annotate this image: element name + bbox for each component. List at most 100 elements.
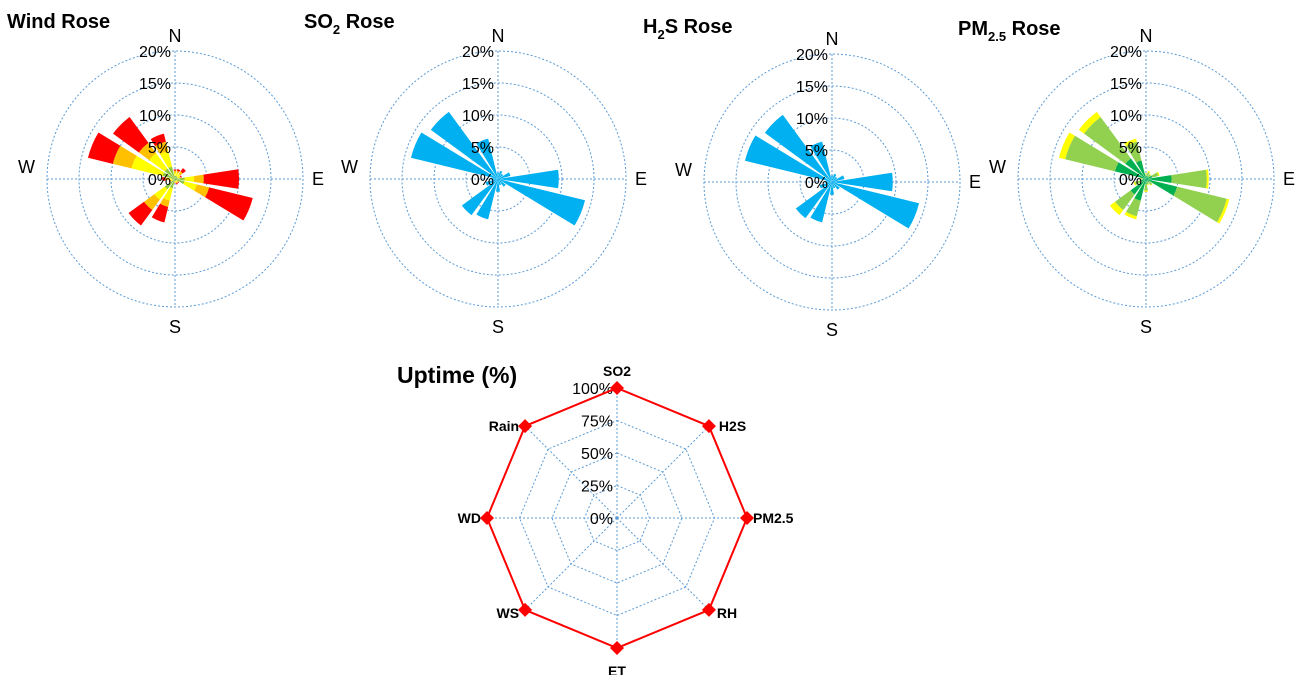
wedge-NW-bin2 (1078, 111, 1101, 134)
wedge-SSW-bin2 (160, 198, 170, 207)
wedge-N-bin0 (174, 175, 176, 179)
wedge-ESE-bin0 (175, 179, 185, 184)
radial-tick-label: 10% (1110, 108, 1142, 125)
radial-tick-label: 15% (139, 76, 171, 93)
wedge-WNW-bin2 (112, 145, 137, 169)
wedge-WNW-bin0 (744, 135, 832, 182)
wedge-SW-bin0 (1130, 179, 1146, 195)
radial-tick-label: 5% (805, 143, 828, 160)
radar-category-label: WD (458, 510, 481, 526)
rose-title-main: Wind Rose (7, 11, 110, 33)
radar-category-label: RH (717, 605, 737, 621)
radial-tick-label: 20% (462, 44, 494, 61)
wedge-ENE-bin0 (1146, 175, 1153, 179)
compass-w-label: W (989, 157, 1006, 177)
wedge-E-bin0 (498, 169, 559, 189)
wedge-NNW-bin2 (155, 141, 169, 155)
wedge-SW-bin0 (164, 179, 175, 190)
wedge-NW-bin2 (138, 142, 157, 161)
compass-s-label: S (1140, 317, 1152, 337)
wedge-ESE-bin2 (194, 184, 210, 198)
wedge-SSW-bin3 (151, 203, 169, 223)
wedge-N-bin1 (1145, 173, 1147, 177)
wedge-SSW-bin0 (170, 179, 175, 189)
wedge-N-bin0 (497, 172, 499, 179)
radar-tick-label: 100% (572, 381, 613, 398)
wedge-SE-bin0 (175, 179, 177, 181)
wedge-ENE-bin1 (1151, 172, 1159, 178)
radial-tick-label: 5% (471, 140, 494, 157)
wedge-SSE-bin1 (175, 180, 177, 183)
wedge-N-bin0 (831, 175, 833, 182)
wedge-SW-bin1 (154, 186, 168, 200)
wedge-NNE-bin0 (1146, 175, 1148, 179)
wedge-WNW-bin0 (1114, 162, 1146, 179)
wedge-S-bin1 (174, 180, 176, 183)
compass-e-label: E (635, 169, 647, 189)
radial-tick-label: 20% (796, 47, 828, 64)
wedge-WNW-bin1 (1065, 135, 1119, 172)
radar-category-label: WS (497, 605, 520, 621)
rose-title-main: H (643, 16, 657, 38)
wedge-WNW-bin0 (410, 132, 498, 179)
wedge-SSW-bin1 (1126, 198, 1141, 217)
wedge-W-bin1 (168, 178, 172, 180)
radial-tick-label: 10% (462, 108, 494, 125)
radial-tick-label: 0% (805, 175, 828, 192)
wedge-SW-bin2 (1109, 201, 1124, 216)
wedge-NNE-bin0 (498, 170, 503, 179)
wedge-ESE-bin0 (1146, 179, 1178, 196)
radar-marker-SO2 (610, 381, 624, 395)
wedge-NE-bin1 (176, 173, 181, 178)
wedge-E-bin0 (1146, 175, 1172, 183)
rose-chart-0: 0% 5% 10% 15% 20%N S E W Wind Rose (7, 11, 324, 337)
wedge-WSW-bin0 (485, 179, 498, 186)
radar-marker-Rain (518, 419, 533, 434)
wedge-SE-bin2 (1150, 183, 1153, 186)
radar-grid-ring (518, 419, 716, 617)
wedge-SSW-bin0 (476, 179, 498, 220)
wedge-NNW-bin1 (160, 151, 172, 169)
wedge-ENE-bin0 (832, 175, 845, 182)
wedge-WNW-bin3 (87, 132, 121, 164)
wedge-NW-bin0 (764, 114, 832, 182)
wedge-ENE-bin1 (177, 176, 180, 179)
wedge-NNE-bin1 (1146, 172, 1150, 177)
wedge-NNE-bin1 (175, 172, 179, 177)
wedge-S-bin1 (1144, 184, 1148, 191)
wedge-ESE-bin0 (832, 182, 920, 229)
wedge-SSE-bin0 (175, 179, 176, 181)
wedge-NNW-bin0 (810, 141, 832, 182)
radar-category-label: Rain (489, 418, 519, 434)
wedge-SE-bin0 (498, 179, 506, 187)
wedge-SE-bin0 (832, 182, 840, 190)
wedge-NE-bin0 (832, 176, 838, 182)
wedge-NE-bin0 (1146, 176, 1149, 179)
wedge-S-bin0 (1145, 179, 1147, 185)
wedge-N-bin3 (173, 169, 177, 171)
rose-title: SO2 Rose (304, 11, 395, 37)
wedge-NNW-bin1 (1126, 141, 1142, 163)
radar-category-label: SO2 (603, 363, 631, 379)
compass-e-label: E (1283, 169, 1295, 189)
wedge-SSE-bin0 (1146, 179, 1148, 182)
wedge-W-bin2 (165, 177, 169, 181)
wedge-ENE-bin3 (179, 175, 182, 178)
wedge-ESE-bin2 (1217, 198, 1230, 224)
wedge-WSW-bin1 (171, 179, 174, 181)
radar-marker-ET (610, 641, 624, 655)
compass-w-label: W (675, 160, 692, 180)
wedge-NNE-bin3 (176, 169, 181, 172)
wedge-SW-bin3 (128, 201, 153, 226)
wedge-NNW-bin2 (1124, 138, 1137, 147)
wedge-S-bin2 (1144, 190, 1148, 192)
wedge-N-bin2 (173, 170, 177, 173)
wedge-SE-bin3 (177, 181, 180, 184)
radial-tick-label: 10% (796, 111, 828, 128)
wedge-WSW-bin0 (1141, 179, 1146, 182)
wedge-W-bin0 (1143, 178, 1146, 180)
wedge-ENE-bin0 (498, 172, 511, 179)
radar-tick-label: 0% (590, 511, 613, 528)
wedge-NNW-bin0 (168, 166, 175, 179)
wedge-WSW-bin2 (1133, 181, 1137, 186)
